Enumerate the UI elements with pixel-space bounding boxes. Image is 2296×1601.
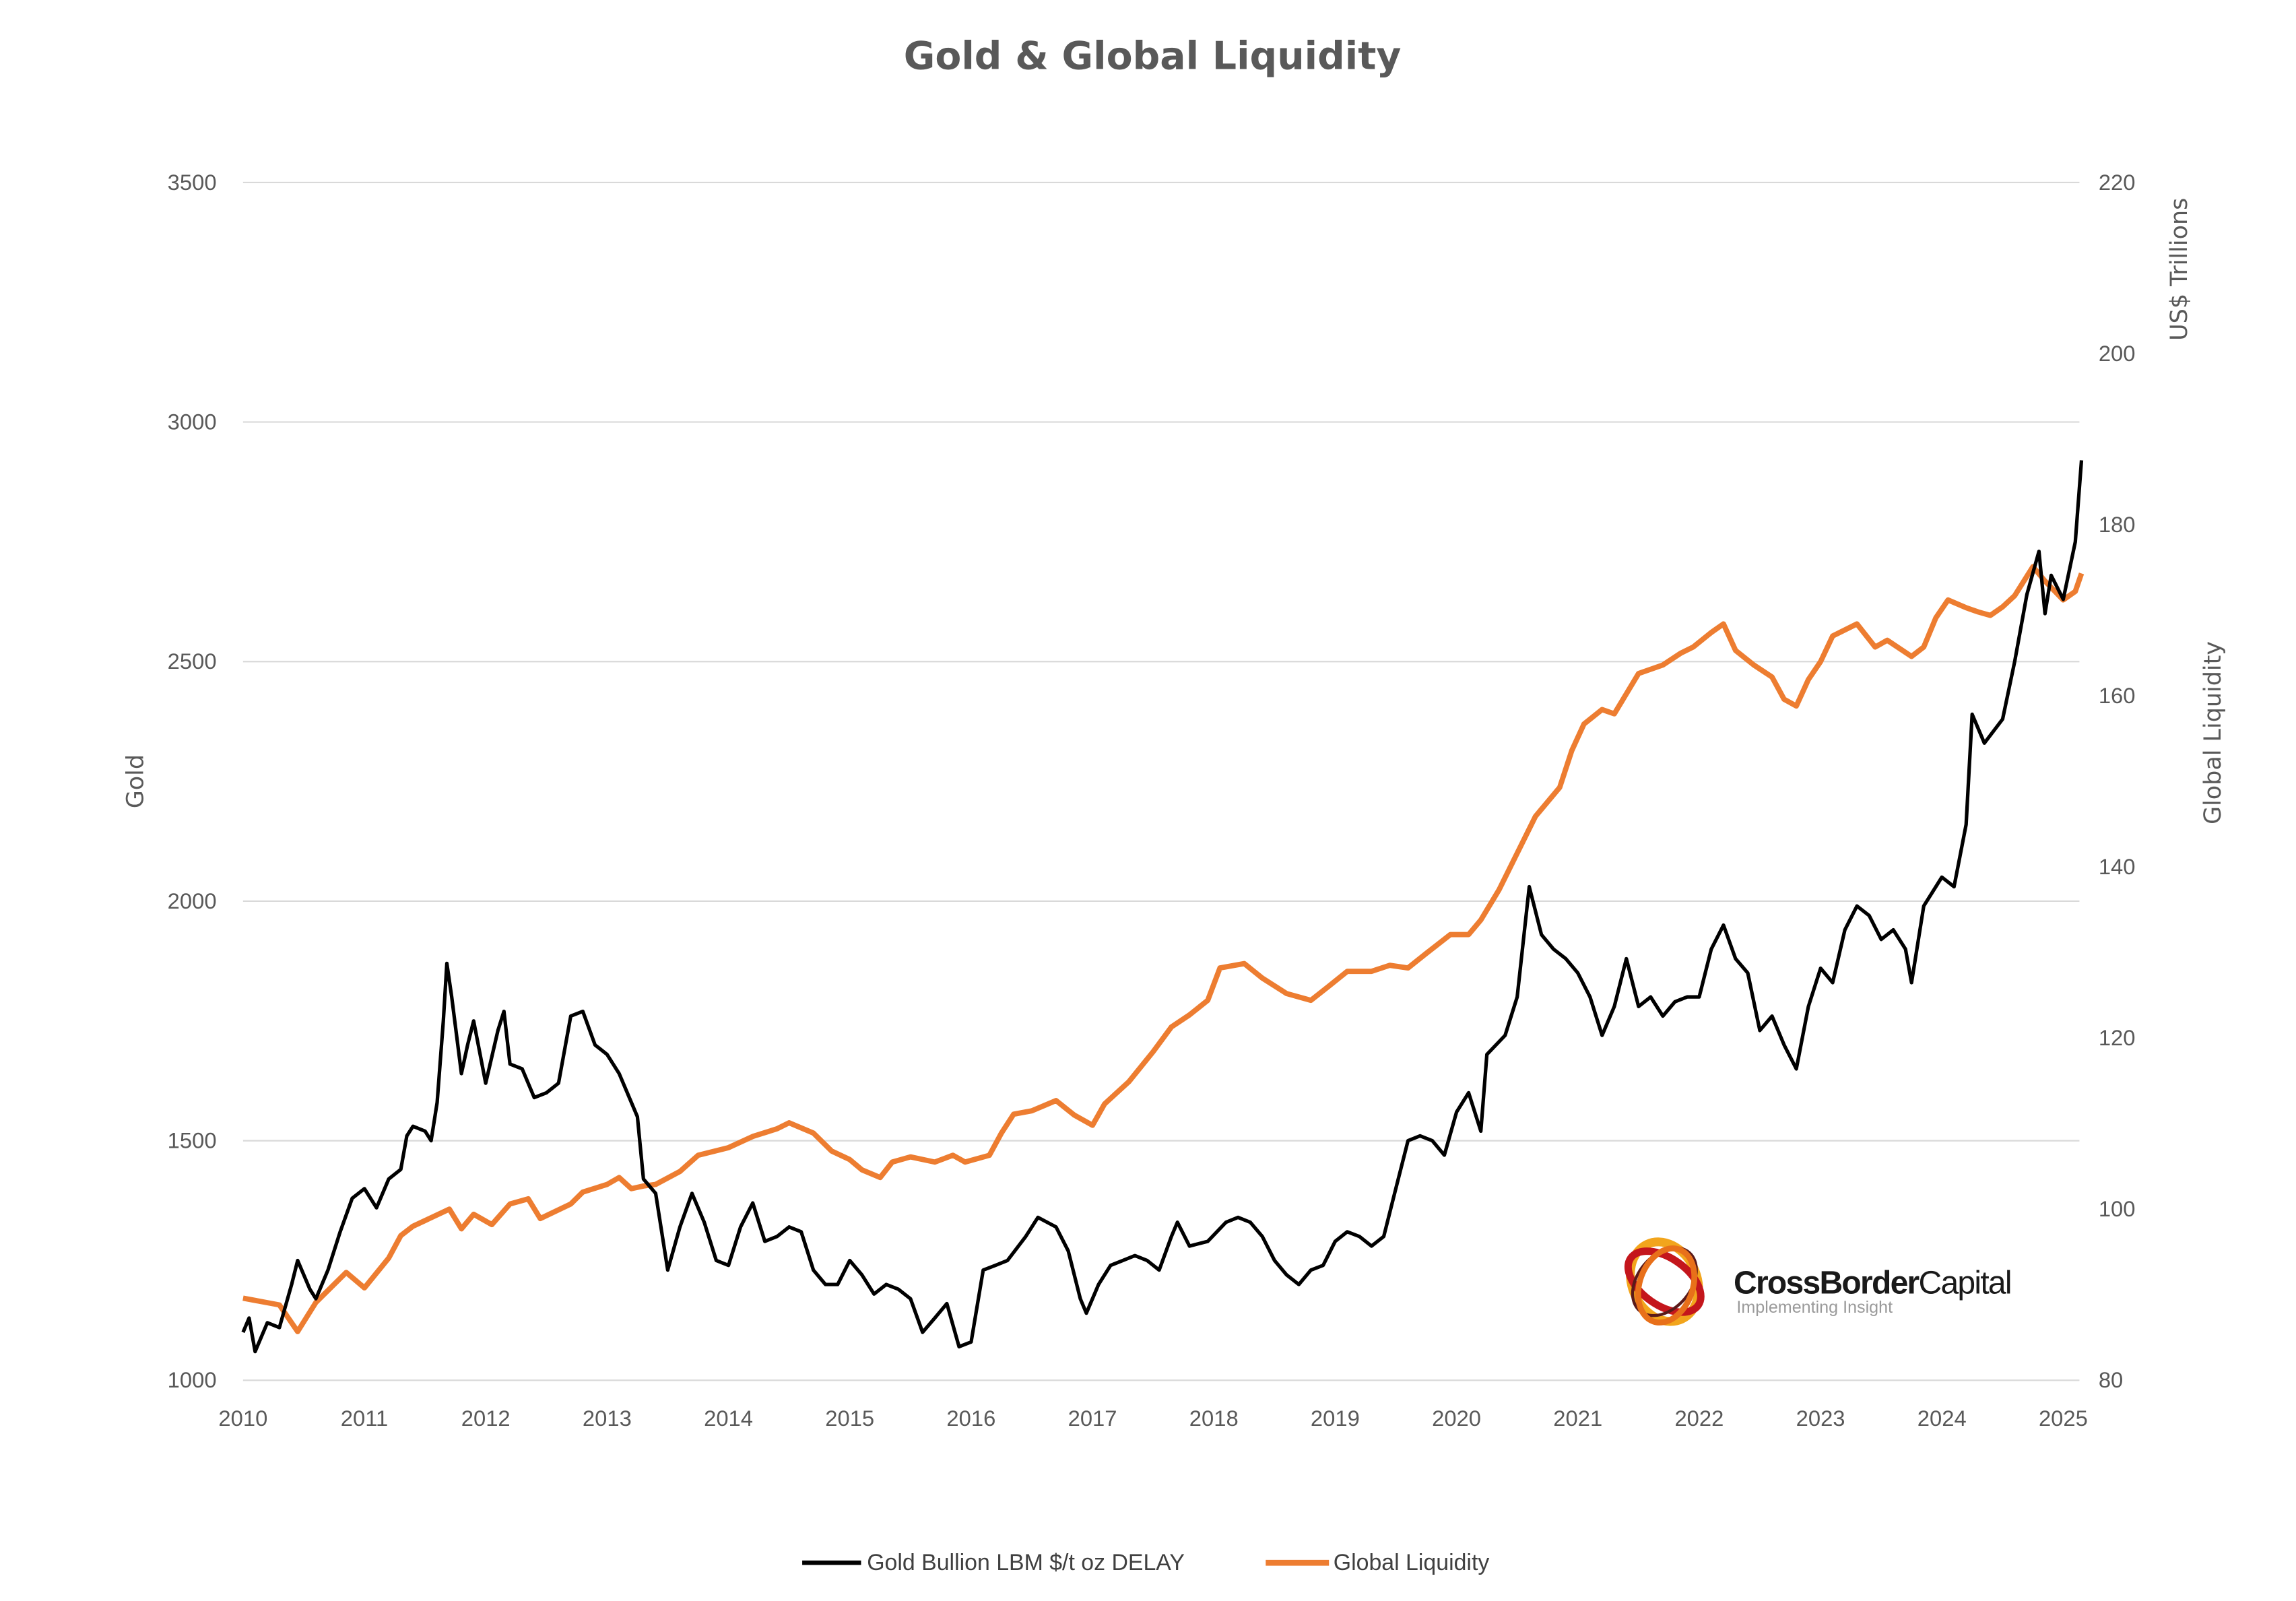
- y-left-tick-label: 1500: [168, 1128, 217, 1153]
- y-right-tick-label: 100: [2099, 1196, 2136, 1221]
- gold-series-line: [241, 460, 2084, 1354]
- y-right-unit-label: US$ Trillions: [2166, 198, 2193, 341]
- x-tick-label: 2021: [1553, 1406, 1602, 1431]
- legend-label-gold: Gold Bullion LBM $/t oz DELAY: [867, 1550, 1185, 1575]
- x-tick-label: 2015: [825, 1406, 874, 1431]
- y-right-tick-label: 220: [2099, 170, 2136, 195]
- chart-title: Gold & Global Liquidity: [904, 34, 1402, 79]
- y-right-tick-label: 180: [2099, 512, 2136, 537]
- x-axis-ticks: 2010 2011 2012 2013 2014 2015 2016 2017 2018 2019…: [218, 1406, 2087, 1431]
- x-tick-label: 2022: [1674, 1406, 1724, 1431]
- x-tick-label: 2024: [1917, 1406, 1967, 1431]
- y-left-axis-label: Gold: [122, 754, 149, 808]
- y-left-tick-label: 3500: [168, 170, 217, 195]
- x-tick-label: 2016: [946, 1406, 995, 1431]
- y-right-tick-label: 160: [2099, 683, 2136, 708]
- logo-tagline: Implementing Insight: [1736, 1298, 1893, 1317]
- x-tick-label: 2023: [1796, 1406, 1845, 1431]
- y-left-ticks: 1000 1500 2000 2500 3000 3500: [168, 170, 217, 1392]
- x-tick-label: 2018: [1189, 1406, 1239, 1431]
- legend-label-liquidity: Global Liquidity: [1334, 1550, 1490, 1575]
- y-left-tick-label: 2000: [168, 888, 217, 913]
- y-right-tick-label: 140: [2099, 854, 2136, 879]
- gridlines: [242, 181, 2080, 1381]
- x-tick-label: 2010: [218, 1406, 267, 1431]
- y-right-ticks: 80 100 120 140 160 180 200 220: [2099, 170, 2136, 1392]
- y-left-tick-label: 2500: [168, 649, 217, 674]
- y-left-tick-label: 1000: [168, 1367, 217, 1392]
- y-right-axis-label: Global Liquidity: [2200, 641, 2227, 824]
- y-left-tick-label: 3000: [168, 410, 217, 434]
- x-tick-label: 2020: [1432, 1406, 1481, 1431]
- series-lines: [241, 460, 2085, 1354]
- x-tick-label: 2019: [1311, 1406, 1360, 1431]
- x-tick-label: 2014: [704, 1406, 753, 1431]
- logo-wordmark: CrossBorderCapital: [1734, 1264, 2011, 1301]
- x-tick-label: 2013: [583, 1406, 632, 1431]
- y-right-tick-label: 80: [2099, 1367, 2123, 1392]
- y-right-tick-label: 200: [2099, 341, 2136, 366]
- x-tick-label: 2012: [461, 1406, 511, 1431]
- x-tick-label: 2017: [1068, 1406, 1117, 1431]
- x-tick-label: 2025: [2039, 1406, 2088, 1431]
- y-right-tick-label: 120: [2099, 1025, 2136, 1050]
- crossborder-logo: CrossBorderCapital Implementing Insight: [1624, 1237, 2012, 1326]
- legend: Gold Bullion LBM $/t oz DELAY Global Liq…: [802, 1550, 1489, 1575]
- liquidity-series-line: [242, 564, 2085, 1334]
- logo-rings-icon: [1624, 1237, 1705, 1326]
- x-tick-label: 2011: [341, 1406, 388, 1431]
